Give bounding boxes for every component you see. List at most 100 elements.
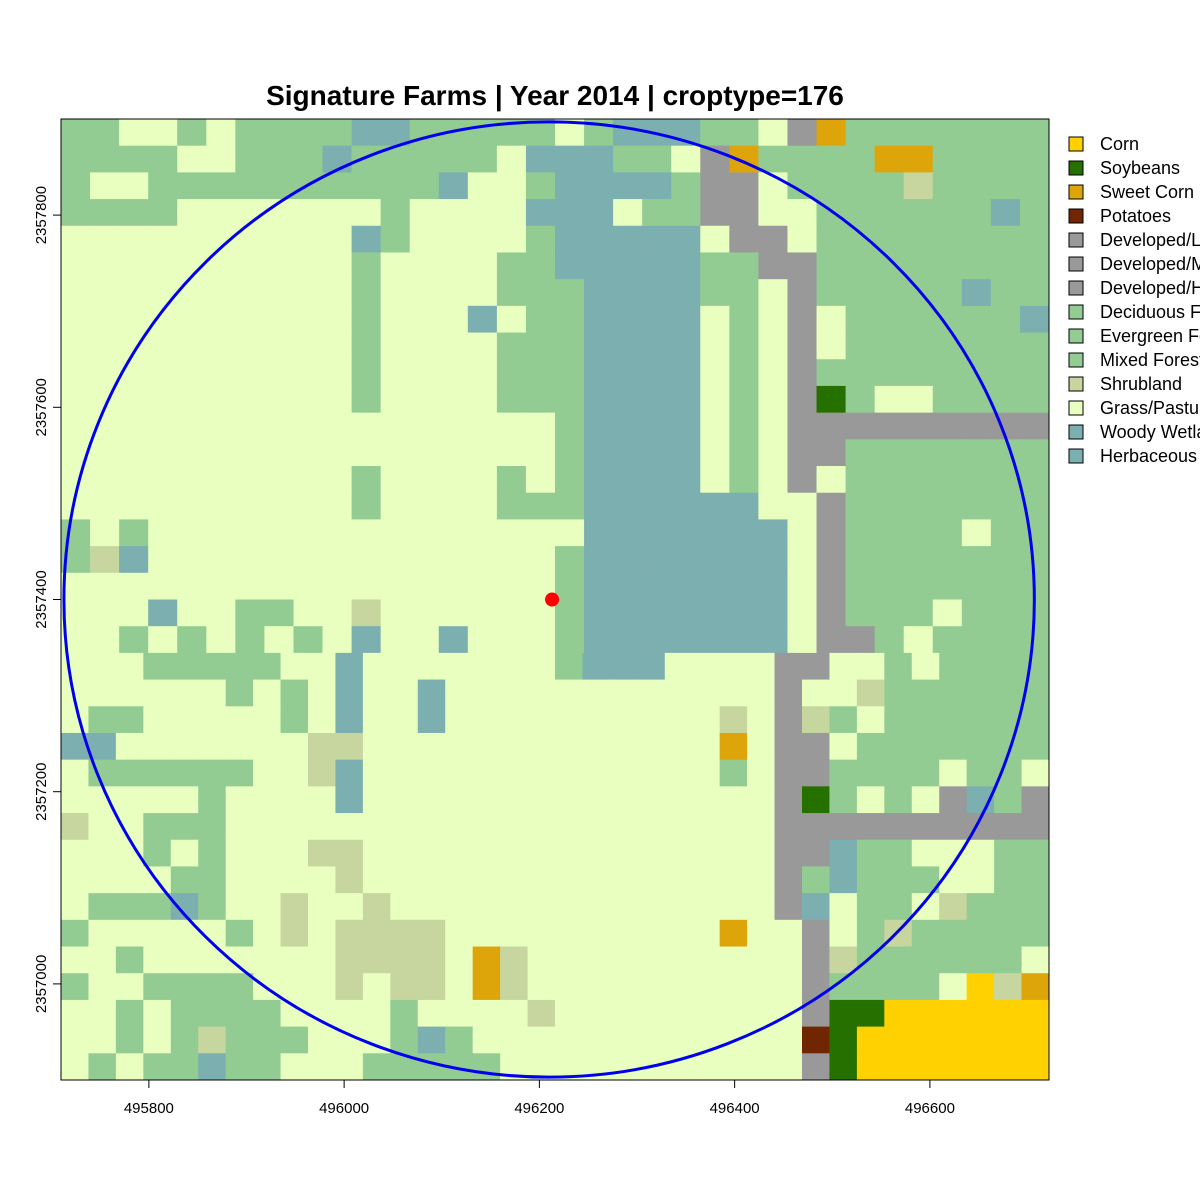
raster-cell [115,893,144,921]
raster-cell [787,626,818,654]
raster-cell [467,466,498,494]
raster-cell [1019,145,1049,173]
raster-cell [115,652,144,681]
raster-cell [1021,973,1049,1001]
raster-cell [225,813,254,841]
raster-cell [637,973,666,1001]
raster-cell [61,305,91,334]
raster-cell [961,492,992,521]
raster-cell [671,199,701,227]
raster-cell [438,199,469,227]
raster-cell [584,225,614,254]
raster-cell [225,652,254,681]
raster-cell [874,519,905,547]
raster-cell [758,145,789,173]
raster-cell [335,706,364,734]
raster-cell [88,813,117,841]
raster-cell [961,626,992,654]
raster-cell [472,946,501,974]
raster-cell [467,359,498,387]
raster-cell [990,279,1021,307]
legend-label: Corn [1100,134,1139,154]
raster-cell [322,199,353,227]
raster-cell [582,786,611,814]
raster-cell [856,759,885,787]
raster-cell [584,492,614,521]
raster-cell [990,572,1021,601]
raster-cell [700,119,730,147]
raster-cell [555,839,584,868]
y-tick-label: 2357800 [33,186,50,244]
raster-cell [322,599,353,627]
raster-cell [253,839,282,868]
raster-cell [170,973,199,1001]
raster-cell [390,839,419,868]
raster-cell [961,279,992,307]
raster-cell [308,813,337,841]
raster-cell [148,252,178,280]
raster-cell [990,332,1021,360]
raster-cell [170,1053,199,1080]
raster-cell [774,893,803,921]
raster-cell [206,439,236,467]
raster-cell [671,599,701,627]
raster-cell [802,919,831,948]
raster-cell [1021,813,1049,841]
raster-cell [903,359,934,387]
raster-cell [119,145,149,173]
raster-cell [351,439,382,467]
raster-cell [380,279,411,307]
raster-cell [961,172,992,200]
raster-cell [500,866,529,894]
raster-cell [335,679,364,707]
raster-cell [61,279,91,307]
legend-swatch [1068,280,1084,296]
raster-cell [845,626,876,654]
raster-cell [555,385,585,414]
raster-cell [88,732,117,761]
raster-cell [527,813,556,841]
raster-cell [90,225,120,254]
raster-cell [664,679,693,707]
raster-cell [884,973,913,1001]
raster-cell [206,385,236,414]
raster-cell [719,679,748,707]
raster-cell [467,279,498,307]
raster-cell [322,225,353,254]
raster-cell [747,813,776,841]
raster-cell [874,492,905,521]
raster-cell [61,866,90,894]
raster-cell [206,172,236,200]
raster-cell [308,839,337,868]
raster-cell [293,199,324,227]
raster-cell [380,252,411,280]
raster-cell [1021,866,1049,894]
raster-cell [856,813,885,841]
raster-cell [380,466,411,494]
raster-cell [932,439,963,467]
raster-cell [88,946,117,974]
raster-cell [613,626,643,654]
raster-cell [774,973,803,1001]
raster-cell [177,572,207,601]
raster-cell [143,706,172,734]
raster-cell [856,732,885,761]
raster-cell [351,225,382,254]
raster-cell [280,893,309,921]
raster-cell [613,252,643,280]
raster-cell [61,412,91,440]
raster-cell [884,759,913,787]
raster-cell [235,119,266,147]
raster-cell [774,919,803,948]
raster-cell [664,732,693,761]
raster-cell [584,305,614,334]
raster-cell [143,973,172,1001]
raster-cell [829,946,858,974]
raster-cell [322,279,353,307]
raster-cell [990,225,1021,254]
legend-label: Developed/High Intensity [1100,278,1200,298]
raster-cell [903,385,934,414]
raster-cell [671,359,701,387]
raster-cell [264,145,295,173]
